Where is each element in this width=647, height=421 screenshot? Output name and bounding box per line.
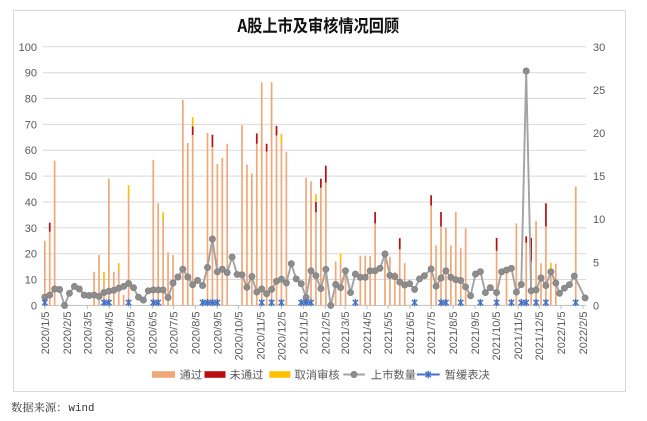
svg-text:70: 70 — [25, 119, 37, 131]
svg-text:2020/10/5: 2020/10/5 — [233, 312, 245, 361]
svg-text:2021/1/5: 2021/1/5 — [298, 312, 310, 355]
svg-text:10: 10 — [25, 275, 37, 287]
svg-text:2021/5/5: 2021/5/5 — [383, 312, 395, 355]
svg-text:2021/6/5: 2021/6/5 — [405, 312, 417, 355]
svg-text:50: 50 — [25, 171, 37, 183]
svg-text:2021/8/5: 2021/8/5 — [448, 312, 460, 355]
svg-text:2020/4/5: 2020/4/5 — [104, 312, 116, 355]
svg-text:2020/3/5: 2020/3/5 — [82, 312, 94, 355]
svg-text:2020/9/5: 2020/9/5 — [212, 312, 224, 355]
svg-text:2020/2/5: 2020/2/5 — [62, 312, 74, 355]
svg-text:100: 100 — [19, 42, 37, 54]
svg-text:2022/2/5: 2022/2/5 — [578, 312, 590, 355]
svg-text:2021/12/5: 2021/12/5 — [534, 312, 546, 361]
svg-text:40: 40 — [25, 197, 37, 209]
svg-text:20: 20 — [25, 249, 37, 261]
svg-text:2021/10/5: 2021/10/5 — [491, 312, 503, 361]
svg-text:10: 10 — [593, 214, 605, 226]
svg-text:80: 80 — [25, 94, 37, 106]
svg-text:2021/7/5: 2021/7/5 — [426, 312, 438, 355]
svg-text:20: 20 — [593, 128, 605, 140]
svg-text:2020/11/5: 2020/11/5 — [255, 312, 267, 360]
svg-text:2022/1/5: 2022/1/5 — [556, 312, 568, 355]
svg-text:2021/3/5: 2021/3/5 — [340, 312, 352, 355]
svg-text:2020/6/5: 2020/6/5 — [147, 312, 159, 355]
svg-text:90: 90 — [25, 68, 37, 80]
svg-text:25: 25 — [593, 85, 605, 97]
svg-text:2021/11/5: 2021/11/5 — [513, 312, 525, 360]
svg-text:2020/1/5: 2020/1/5 — [40, 312, 52, 355]
svg-text:30: 30 — [25, 223, 37, 235]
svg-text:0: 0 — [31, 300, 37, 312]
svg-text:2021/9/5: 2021/9/5 — [470, 312, 482, 355]
svg-text:2020/7/5: 2020/7/5 — [169, 312, 181, 355]
svg-text:5: 5 — [593, 257, 599, 269]
svg-text:2020/5/5: 2020/5/5 — [125, 312, 137, 355]
svg-text:15: 15 — [593, 171, 605, 183]
svg-text:2020/8/5: 2020/8/5 — [190, 312, 202, 355]
svg-text:0: 0 — [593, 300, 599, 312]
svg-text:60: 60 — [25, 145, 37, 157]
svg-text:30: 30 — [593, 42, 605, 54]
svg-text:2020/12/5: 2020/12/5 — [277, 312, 289, 361]
svg-text:2021/2/5: 2021/2/5 — [320, 312, 332, 355]
svg-text:2021/4/5: 2021/4/5 — [362, 312, 374, 355]
svg-text:wind: wind — [69, 403, 95, 415]
